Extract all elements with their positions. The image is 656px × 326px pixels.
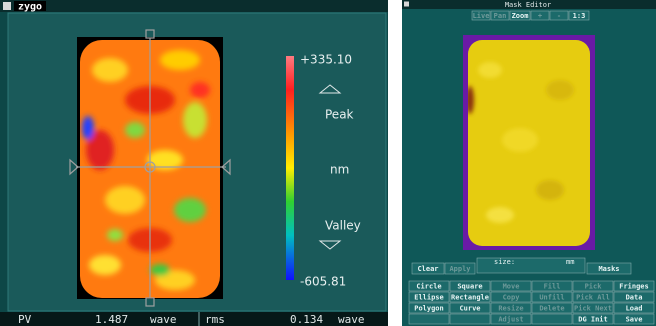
button-label: Live — [473, 12, 490, 20]
button-label: Circle — [416, 283, 441, 291]
mask-image — [466, 40, 590, 246]
button[interactable]: Resize — [491, 303, 531, 313]
button[interactable]: Zoom — [510, 11, 530, 20]
colorbar-max: +335.10 — [300, 53, 352, 67]
button-label: Rectangle — [451, 294, 489, 302]
button-label: Pick — [585, 283, 603, 291]
button-label: Resize — [498, 305, 523, 313]
button-label: Adjust — [498, 316, 523, 324]
close-box[interactable] — [3, 2, 11, 10]
button[interactable]: Pick — [573, 281, 613, 291]
button-label: Polygon — [414, 305, 444, 313]
stat-label: PV — [18, 313, 32, 326]
button[interactable]: Apply — [445, 263, 475, 274]
button[interactable]: Curve — [450, 303, 490, 313]
button[interactable]: Pan — [491, 11, 509, 20]
button[interactable]: Masks — [587, 263, 631, 274]
stat-value: 0.134 — [290, 313, 323, 326]
screenshot: zygo +335.10 — [0, 0, 656, 326]
button[interactable]: Pick Next — [573, 303, 613, 313]
button-label: DG Init — [578, 316, 608, 324]
button[interactable]: Square — [450, 281, 490, 291]
colorbar-peak: Peak — [325, 108, 354, 122]
button-label: Fill — [544, 283, 561, 291]
button[interactable]: Copy — [491, 292, 531, 302]
button-label: Pan — [494, 12, 507, 20]
button[interactable]: Live — [472, 11, 490, 20]
button-label: Apply — [449, 265, 471, 273]
button[interactable]: Clear — [412, 263, 444, 274]
button[interactable] — [409, 314, 449, 324]
close-box[interactable] — [404, 2, 409, 7]
logo: zygo — [18, 2, 42, 13]
stat-unit: wave — [150, 313, 177, 326]
button-label: - — [557, 12, 561, 20]
button-label: Fringes — [619, 283, 649, 291]
button-label: Copy — [503, 294, 521, 302]
colorbar-unit: nm — [330, 163, 349, 177]
button[interactable]: - — [550, 11, 568, 20]
button[interactable]: Pick All — [573, 292, 613, 302]
button[interactable]: DG Init — [573, 314, 613, 324]
size-unit: mm — [566, 258, 574, 266]
title-bar — [0, 0, 388, 12]
button-face — [532, 314, 572, 324]
button-label: + — [538, 12, 542, 20]
button-label: Clear — [417, 265, 438, 273]
button[interactable]: Rectangle — [450, 292, 490, 302]
stat-label: rms — [205, 313, 225, 326]
stat-value: 1.487 — [95, 313, 128, 326]
button[interactable]: Delete — [532, 303, 572, 313]
page: { "left_panel": { "title": "zygo", "colo… — [0, 0, 656, 326]
button[interactable]: Circle — [409, 281, 449, 291]
stats-bar — [0, 312, 388, 326]
button[interactable]: Adjust — [491, 314, 531, 324]
button[interactable]: 1:3 — [569, 11, 589, 20]
stat-unit: wave — [338, 313, 365, 326]
size-label: size: — [494, 258, 515, 266]
button[interactable]: Save — [614, 314, 654, 324]
button-label: Masks — [598, 265, 619, 273]
button-face — [450, 314, 490, 324]
button-label: Data — [626, 294, 643, 302]
button-label: Zoom — [512, 12, 529, 20]
button[interactable]: Polygon — [409, 303, 449, 313]
button-face — [409, 314, 449, 324]
button-label: Square — [457, 283, 482, 291]
button-label: Ellipse — [414, 294, 444, 302]
mask-title: Mask Editor — [505, 1, 551, 9]
button[interactable]: Fringes — [614, 281, 654, 291]
button-label: Delete — [539, 305, 564, 313]
button-label: Curve — [459, 305, 480, 313]
button[interactable]: Ellipse — [409, 292, 449, 302]
button-label: Unfill — [539, 294, 564, 302]
button[interactable]: Fill — [532, 281, 572, 291]
button-label: Save — [626, 316, 643, 324]
button-label: Pick All — [576, 294, 610, 302]
colorbar-min: -605.81 — [300, 275, 346, 289]
colorbar-valley: Valley — [325, 219, 361, 233]
button[interactable]: Unfill — [532, 292, 572, 302]
button[interactable]: Move — [491, 281, 531, 291]
button[interactable] — [532, 314, 572, 324]
button-label: Move — [503, 283, 520, 291]
button[interactable]: + — [531, 11, 549, 20]
color-bar — [286, 56, 294, 280]
button-label: Pick Next — [574, 305, 612, 313]
button[interactable]: Load — [614, 303, 654, 313]
button[interactable]: Data — [614, 292, 654, 302]
button[interactable] — [450, 314, 490, 324]
button-label: Load — [626, 305, 643, 313]
button-label: 1:3 — [573, 12, 586, 20]
